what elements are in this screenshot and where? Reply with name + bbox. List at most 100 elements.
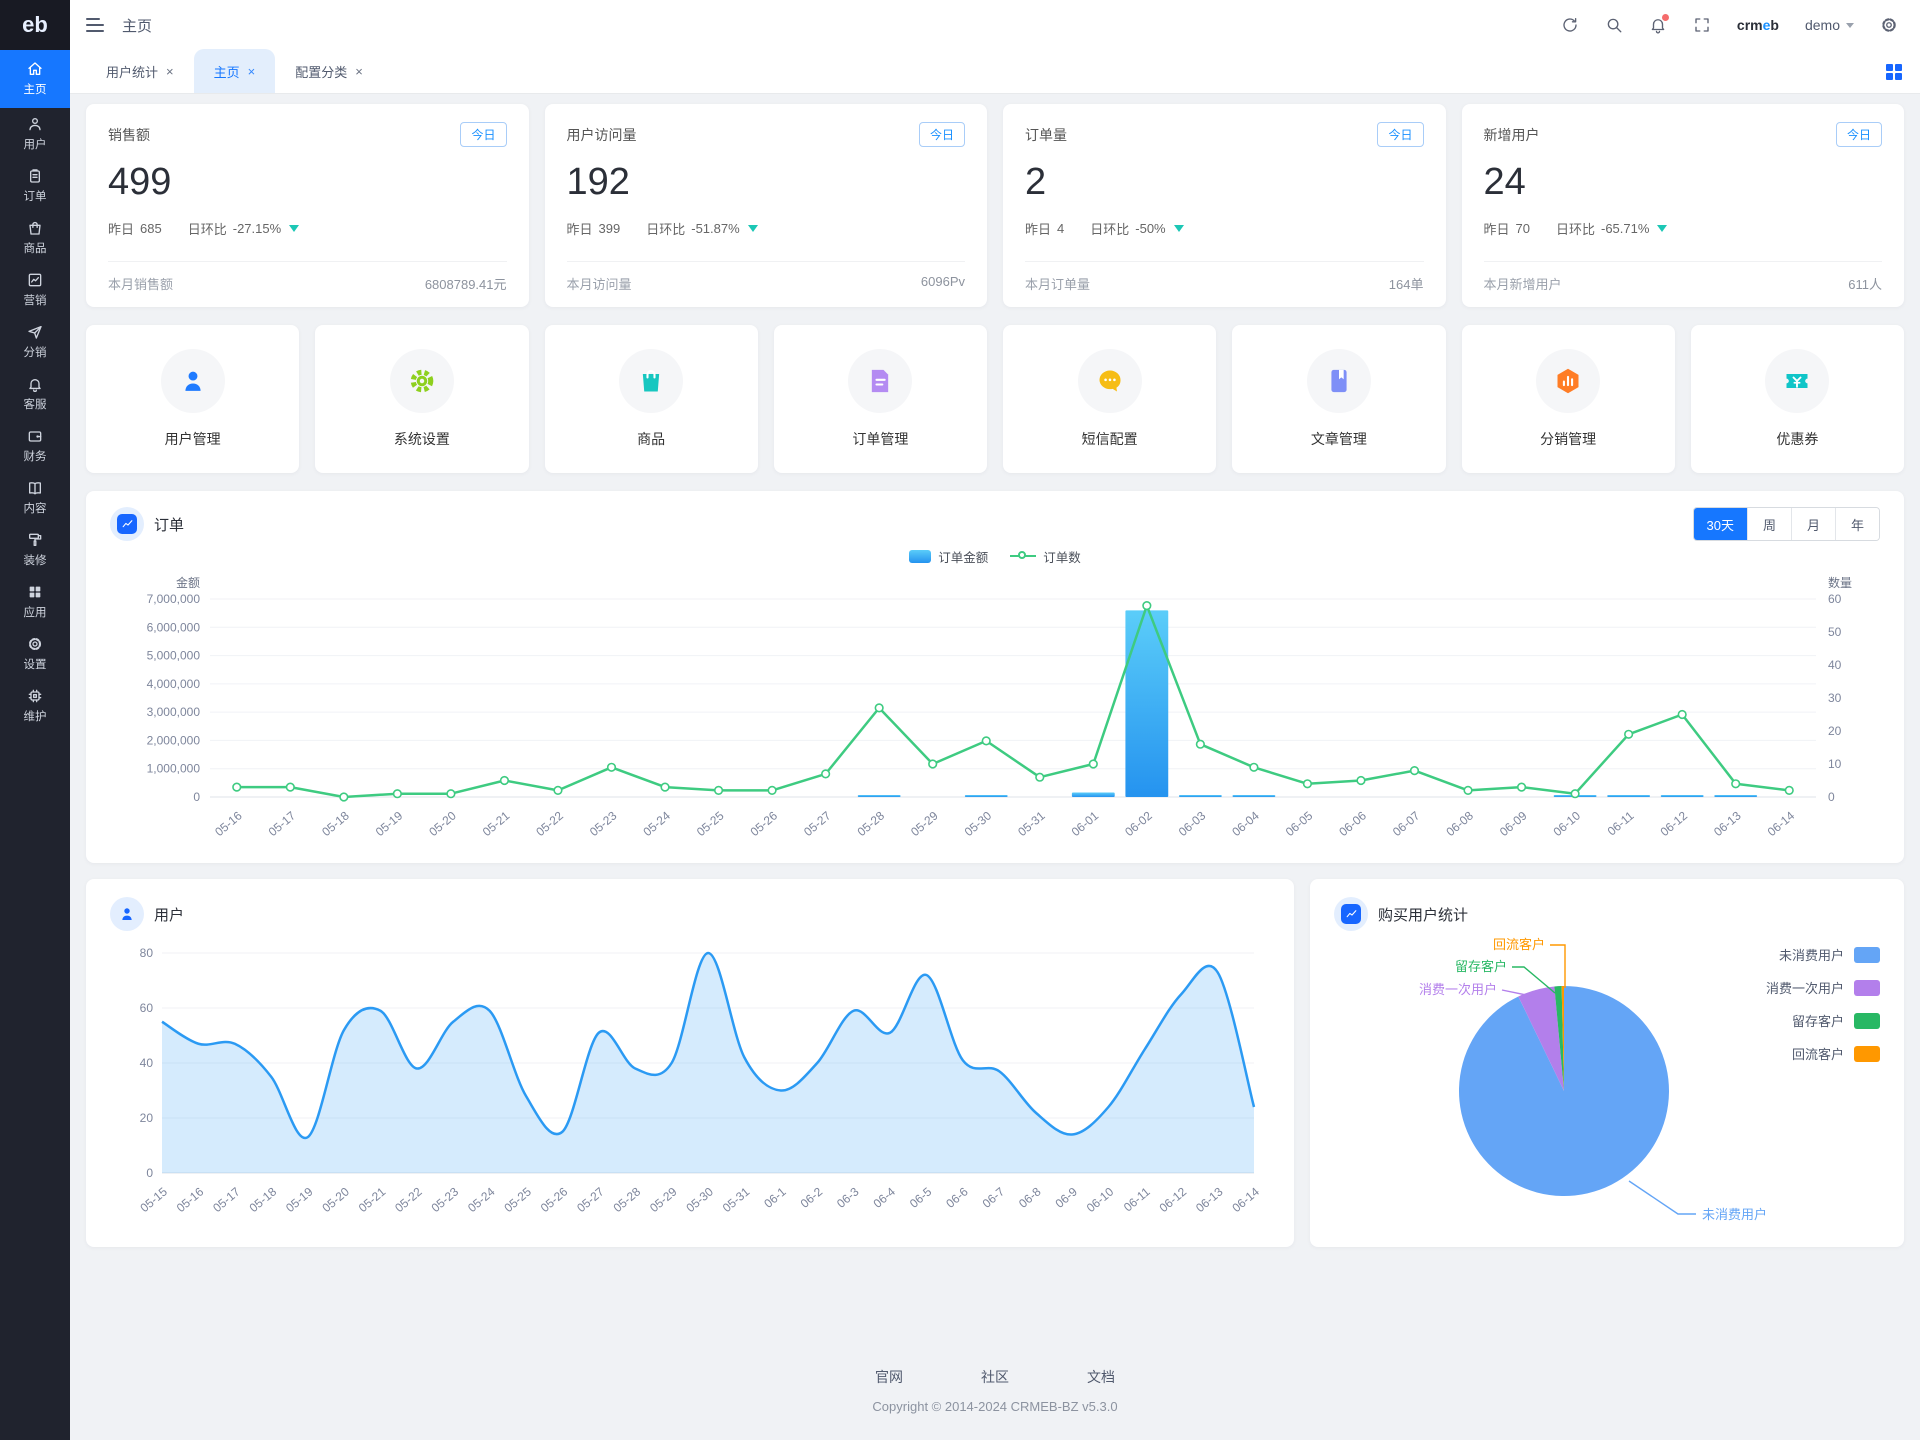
tab-label: 用户统计 — [106, 64, 159, 80]
purchase-pie-chart: 未消费用户 消费一次用户 留存客户 回流客户 — [1419, 937, 1767, 1222]
sidebar-item-marketing[interactable]: 营销 — [0, 264, 70, 316]
sidebar-item-apps[interactable]: 应用 — [0, 576, 70, 628]
close-icon[interactable]: × — [166, 63, 174, 79]
svg-text:06-14: 06-14 — [1765, 808, 1798, 839]
close-icon[interactable]: × — [247, 63, 256, 79]
pie-swatch-icon — [1854, 1012, 1880, 1029]
range-month-button[interactable]: 月 — [1791, 508, 1835, 540]
sidebar-item-order[interactable]: 订单 — [0, 160, 70, 212]
sidebar-item-service[interactable]: 客服 — [0, 368, 70, 420]
legend-retained[interactable]: 留存客户 — [1792, 1011, 1880, 1030]
quick-product[interactable]: 商品 — [544, 325, 758, 473]
ratio-value: -27.15% — [232, 221, 282, 236]
quick-label: 文章管理 — [1310, 431, 1367, 447]
quick-user-manage[interactable]: 用户管理 — [86, 325, 300, 473]
sidebar-item-finance[interactable]: 财务 — [0, 420, 70, 472]
sidebar-item-decorate[interactable]: 装修 — [0, 524, 70, 576]
month-label: 本月销售额 — [108, 277, 174, 292]
user-menu[interactable]: demo — [1805, 17, 1854, 33]
trend-down-icon[interactable] — [1657, 225, 1668, 232]
bar-swatch-icon — [909, 549, 932, 563]
svg-text:10: 10 — [1828, 757, 1842, 771]
search-icon[interactable] — [1605, 16, 1623, 34]
legend-label: 订单数 — [1043, 550, 1081, 565]
tab-list-grid-icon[interactable] — [1886, 64, 1902, 80]
quick-system-setting[interactable]: 系统设置 — [315, 325, 529, 473]
gear-icon[interactable] — [1880, 16, 1898, 34]
crmeb-brand-logo[interactable]: crmeb — [1737, 17, 1779, 33]
quick-order-manage[interactable]: 订单管理 — [773, 325, 987, 473]
svg-text:1,000,000: 1,000,000 — [147, 762, 201, 776]
trend-down-icon[interactable] — [747, 225, 758, 232]
stat-card-visits: 用户访问量 今日 192 昨日 399 日环比 -51.87% 本月访问量 6096Pv — [544, 104, 987, 307]
legend-consumed-once[interactable]: 消费一次用户 — [1766, 978, 1880, 997]
pie-swatch-icon — [1854, 946, 1880, 963]
collapse-menu-icon[interactable] — [86, 18, 104, 32]
distribution-icon — [27, 324, 43, 345]
refresh-icon[interactable] — [1561, 16, 1579, 34]
svg-text:05-29: 05-29 — [908, 808, 941, 839]
sidebar-item-maintain[interactable]: 维护 — [0, 680, 70, 732]
quick-sms-config[interactable]: 短信配置 — [1003, 325, 1217, 473]
range-week-button[interactable]: 周 — [1747, 508, 1791, 540]
notification-bell-icon[interactable] — [1649, 14, 1669, 34]
svg-text:0: 0 — [193, 790, 200, 804]
tab-user-stats[interactable]: 用户统计 × — [86, 49, 194, 93]
month-label: 本月订单量 — [1025, 277, 1091, 292]
svg-text:7,000,000: 7,000,000 — [147, 592, 201, 606]
trend-down-icon[interactable] — [1173, 225, 1184, 232]
legend-returning[interactable]: 回流客户 — [1792, 1044, 1880, 1063]
svg-text:05-27: 05-27 — [801, 808, 834, 839]
stat-title: 销售额 — [108, 126, 150, 143]
sidebar-item-label: 订单 — [23, 191, 47, 204]
svg-text:留存客户: 留存客户 — [1455, 959, 1507, 974]
tab-home[interactable]: 主页 × — [193, 49, 276, 93]
fullscreen-icon[interactable] — [1693, 16, 1711, 34]
sidebar-item-goods[interactable]: 商品 — [0, 212, 70, 264]
tab-config-category[interactable]: 配置分类 × — [275, 49, 383, 93]
stat-value: 192 — [566, 161, 630, 203]
user-panel-title: 用户 — [154, 906, 185, 924]
svg-text:05-30: 05-30 — [683, 1184, 716, 1215]
svg-text:50: 50 — [1828, 625, 1842, 639]
ratio-value: -50% — [1135, 221, 1166, 236]
svg-text:05-18: 05-18 — [319, 808, 352, 839]
order-icon — [27, 168, 43, 189]
app-logo[interactable]: eb — [0, 0, 70, 50]
settings-icon — [27, 636, 43, 657]
svg-text:06-14: 06-14 — [1229, 1184, 1262, 1215]
month-value: 164单 — [1388, 277, 1424, 292]
svg-text:05-31: 05-31 — [720, 1184, 753, 1215]
marketing-icon — [27, 272, 43, 293]
sidebar-item-content[interactable]: 内容 — [0, 472, 70, 524]
service-icon — [27, 376, 43, 397]
quick-distribution-manage[interactable]: 分销管理 — [1461, 325, 1675, 473]
sidebar-item-home[interactable]: 主页 — [0, 50, 70, 108]
close-icon[interactable]: × — [355, 63, 363, 79]
sidebar-item-distribution[interactable]: 分销 — [0, 316, 70, 368]
trend-down-icon[interactable] — [289, 225, 300, 232]
range-30d-button[interactable]: 30天 — [1693, 508, 1747, 540]
stat-title: 订单量 — [1025, 126, 1067, 143]
svg-text:5,000,000: 5,000,000 — [147, 649, 201, 663]
quick-coupon[interactable]: 优惠券 — [1690, 325, 1904, 473]
sidebar-item-settings[interactable]: 设置 — [0, 628, 70, 680]
svg-text:6,000,000: 6,000,000 — [147, 620, 201, 634]
tab-label: 主页 — [213, 64, 240, 80]
legend-order-amount[interactable]: 订单金额 — [909, 547, 988, 566]
svg-text:05-27: 05-27 — [574, 1184, 607, 1215]
official-site-link[interactable]: 官网 — [875, 1369, 903, 1385]
svg-text:06-03: 06-03 — [1176, 808, 1209, 839]
community-link[interactable]: 社区 — [981, 1369, 1009, 1385]
legend-order-count[interactable]: 订单数 — [1010, 547, 1081, 566]
dashboard-content: 销售额 今日 499 昨日 685 日环比 -27.15% 本月销售额 6808789.4… — [70, 94, 1920, 1440]
svg-text:05-19: 05-19 — [283, 1184, 316, 1215]
docs-link[interactable]: 文档 — [1087, 1369, 1115, 1385]
order-chart-legend: 订单金额 订单数 — [110, 543, 1880, 569]
month-value: 6096Pv — [920, 274, 965, 289]
sidebar-item-user[interactable]: 用户 — [0, 108, 70, 160]
range-year-button[interactable]: 年 — [1835, 508, 1879, 540]
svg-text:05-20: 05-20 — [319, 1184, 352, 1215]
legend-non-consuming[interactable]: 未消费用户 — [1779, 945, 1880, 964]
quick-article-manage[interactable]: 文章管理 — [1232, 325, 1446, 473]
